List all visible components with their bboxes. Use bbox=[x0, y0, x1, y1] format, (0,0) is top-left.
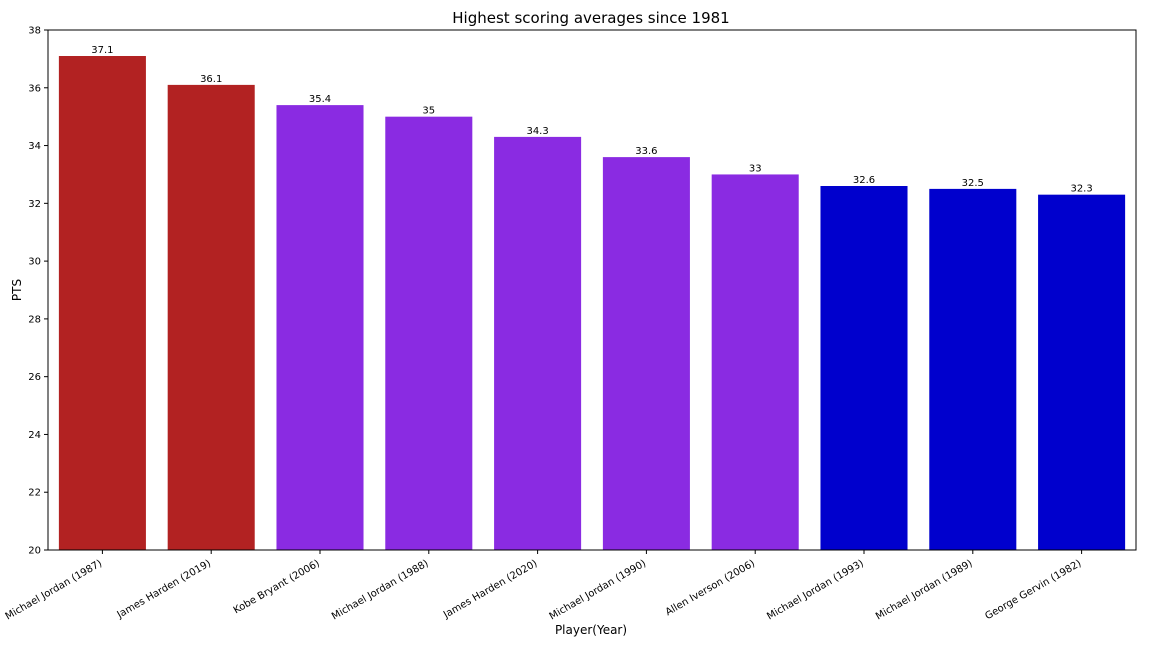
y-axis: 20 22 24 26 28 30 32 34 36 38 bbox=[28, 26, 48, 557]
bar bbox=[276, 105, 364, 550]
x-tick-label: James Harden (2020) bbox=[441, 558, 539, 621]
x-axis: Michael Jordan (1987) James Harden (2019)… bbox=[4, 550, 1083, 622]
y-tick-label: 26 bbox=[28, 372, 41, 383]
bar bbox=[494, 136, 582, 550]
y-tick-label: 20 bbox=[28, 546, 41, 557]
bar-value-label: 35.4 bbox=[309, 94, 331, 105]
bar bbox=[167, 84, 255, 550]
bar-value-label: 33.6 bbox=[635, 146, 657, 157]
y-tick-label: 34 bbox=[28, 141, 41, 152]
y-tick-label: 22 bbox=[28, 488, 41, 499]
bar-value-label: 33 bbox=[749, 163, 762, 174]
y-tick-label: 24 bbox=[28, 430, 41, 441]
bar-value-label: 35 bbox=[422, 106, 435, 117]
bar bbox=[711, 174, 799, 550]
bar bbox=[602, 157, 690, 550]
x-axis-label: Player(Year) bbox=[555, 623, 627, 637]
y-axis-label: PTS bbox=[10, 279, 24, 301]
x-tick-label: Allen Iverson (2006) bbox=[664, 558, 757, 618]
bar-value-label: 37.1 bbox=[91, 45, 113, 56]
bar bbox=[385, 116, 473, 551]
bar bbox=[820, 186, 908, 550]
data-labels-group: 37.1 36.1 35.4 35 34.3 33.6 33 32.6 32.5 32.3 bbox=[91, 45, 1092, 195]
x-tick-label: Kobe Bryant (2006) bbox=[232, 558, 322, 616]
bars-group bbox=[58, 56, 1126, 551]
x-tick-label: James Harden (2019) bbox=[115, 558, 213, 621]
y-tick-label: 32 bbox=[28, 199, 41, 210]
y-tick-label: 28 bbox=[28, 314, 41, 325]
bar-value-label: 36.1 bbox=[200, 74, 222, 85]
y-tick-label: 30 bbox=[28, 257, 41, 268]
x-tick-label: Michael Jordan (1990) bbox=[548, 558, 649, 622]
bar bbox=[1038, 194, 1126, 550]
x-tick-label: Michael Jordan (1993) bbox=[765, 558, 866, 622]
bar bbox=[929, 188, 1017, 550]
bar bbox=[58, 56, 146, 550]
y-tick-label: 36 bbox=[28, 83, 41, 94]
bar-value-label: 32.3 bbox=[1070, 184, 1092, 195]
x-tick-label: Michael Jordan (1989) bbox=[874, 558, 975, 622]
x-tick-label: George Gervin (1982) bbox=[983, 558, 1083, 622]
x-tick-label: Michael Jordan (1987) bbox=[4, 558, 105, 622]
plot-frame bbox=[47, 29, 1137, 551]
chart-title: Highest scoring averages since 1981 bbox=[452, 9, 729, 27]
x-tick-label: Michael Jordan (1988) bbox=[330, 558, 431, 622]
y-tick-label: 38 bbox=[28, 26, 41, 37]
bar-value-label: 34.3 bbox=[526, 126, 548, 137]
bar-value-label: 32.5 bbox=[962, 178, 984, 189]
bar-value-label: 32.6 bbox=[853, 175, 875, 186]
